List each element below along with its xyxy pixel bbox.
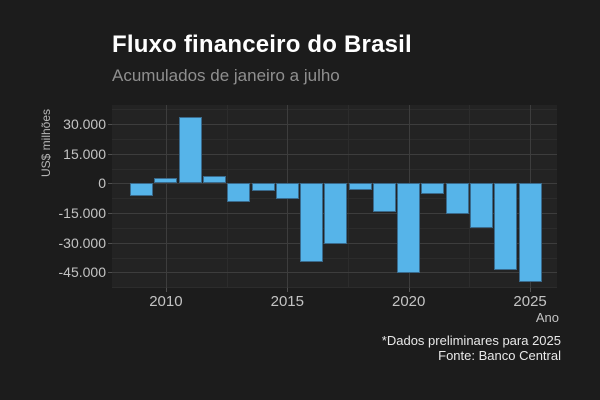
y-tick-mark--45000 (108, 272, 112, 274)
x-axis-title: Ano (535, 310, 559, 325)
y-tick-label--30.000: -30.000 (58, 234, 106, 251)
source-note: *Dados preliminares para 2025 Fonte: Ban… (382, 333, 561, 363)
x-tick-label-2025: 2025 (513, 293, 547, 310)
bar-2022 (445, 183, 469, 214)
y-tick-label--45.000: -45.000 (58, 264, 106, 281)
bar-2024 (494, 183, 518, 271)
gridline-x-minor-2017.5 (348, 105, 349, 288)
gridline-y-minor--37500 (112, 257, 557, 259)
gridline-y-minor-7500 (112, 168, 557, 170)
y-tick-mark--15000 (108, 213, 112, 215)
footnote-source: Fonte: Banco Central (438, 348, 561, 363)
gridline-y-major-30000 (112, 124, 557, 126)
bar-2009 (130, 183, 154, 197)
bar-2019 (372, 183, 396, 213)
gridline-x-minor-2022.5 (469, 105, 471, 288)
y-tick-mark--30000 (108, 242, 112, 244)
y-tick-mark-0 (108, 183, 112, 185)
x-tick-label-2015: 2015 (270, 293, 304, 310)
gridline-y-major--45000 (112, 272, 557, 274)
x-tick-mark-2020 (408, 288, 410, 292)
bar-2016 (300, 183, 324, 263)
bar-2014 (251, 183, 275, 192)
plot-panel (112, 105, 557, 288)
x-tick-mark-2025 (530, 288, 532, 292)
chart-subtitle: Acumulados de janeiro a julho (112, 66, 340, 85)
gridline-y-major-15000 (112, 153, 557, 155)
y-tick-mark-15000 (108, 153, 112, 155)
chart-title: Fluxo financeiro do Brasil (112, 31, 412, 58)
gridline-y-minor-22500 (112, 138, 557, 140)
bar-2025 (518, 183, 542, 283)
x-tick-mark-2015 (287, 288, 289, 292)
x-tick-label-2020: 2020 (392, 293, 426, 310)
gridline-y-minor-37500 (112, 109, 557, 111)
x-tick-label-2010: 2010 (149, 293, 183, 310)
y-tick-label-30.000: 30.000 (63, 116, 106, 133)
gridline-x-minor-2012.5 (226, 105, 228, 288)
bar-2012 (202, 175, 226, 184)
bar-2020 (397, 183, 421, 274)
bar-2011 (178, 117, 202, 184)
y-axis-title: US$ milhões (39, 108, 53, 178)
bar-2013 (227, 183, 251, 203)
x-tick-mark-2010 (165, 288, 167, 292)
bar-2021 (421, 183, 445, 195)
bar-2017 (324, 183, 348, 244)
bar-2018 (348, 183, 372, 191)
gridline-y-minor--52500 (112, 287, 557, 288)
y-tick-label--15.000: -15.000 (58, 205, 106, 222)
y-tick-label-0: 0 (98, 175, 106, 192)
footnote-preliminary: *Dados preliminares para 2025 (381, 333, 561, 348)
y-tick-mark-30000 (108, 124, 112, 126)
gridline-x-major-2010 (165, 105, 167, 288)
bar-2015 (275, 183, 299, 200)
bar-2023 (470, 183, 493, 228)
bar-2010 (154, 177, 178, 184)
y-tick-label-15.000: 15.000 (63, 145, 106, 162)
